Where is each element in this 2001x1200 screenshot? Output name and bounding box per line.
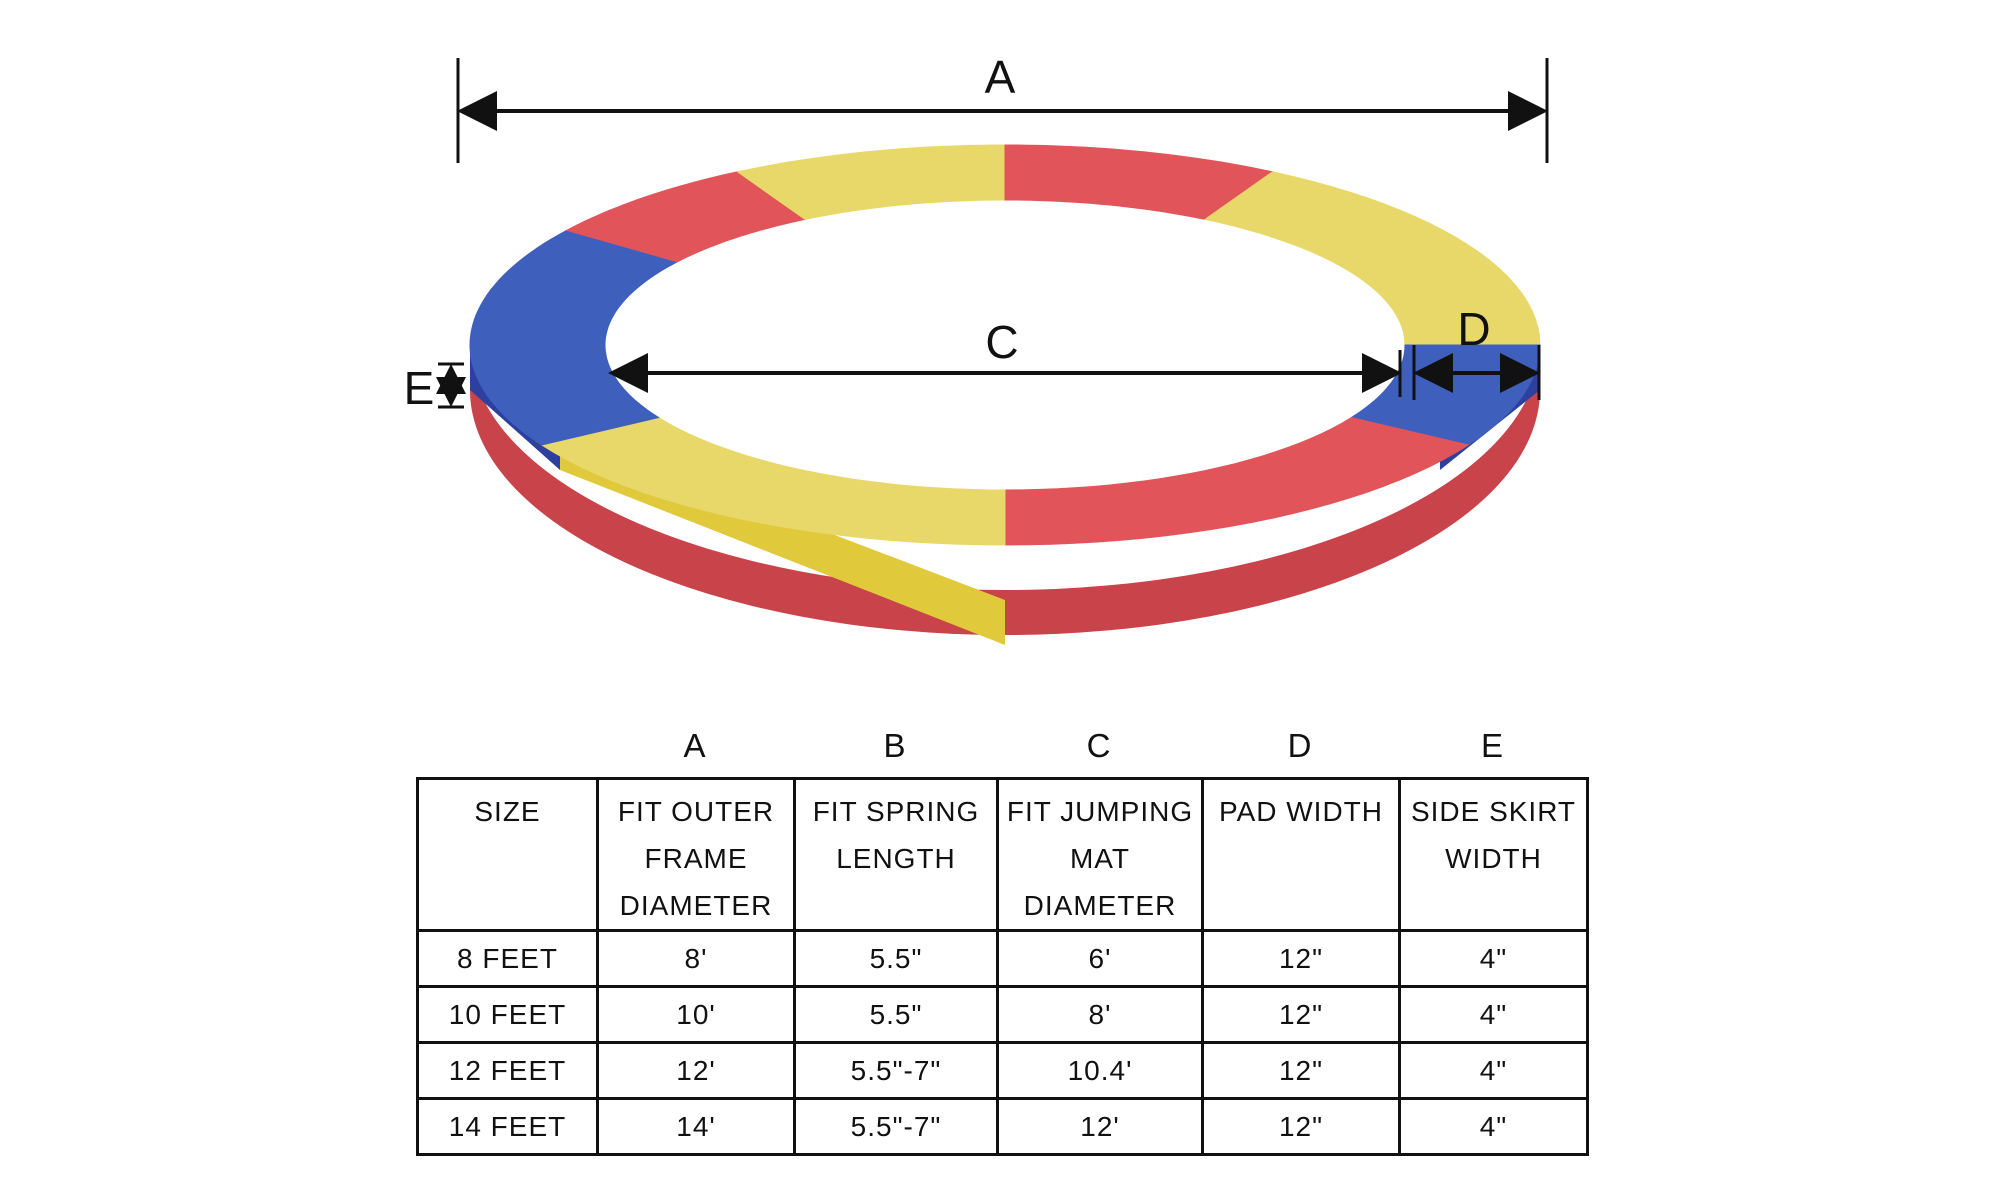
table-cell: 4" [1398, 985, 1589, 1044]
header-outer-frame-diameter: FIT OUTER FRAME DIAMETER [596, 777, 796, 932]
table-cell: 4" [1398, 1041, 1589, 1100]
table-cell: 10' [596, 985, 796, 1044]
size-table: SIZE FIT OUTER FRAME DIAMETER FIT SPRING… [416, 777, 1589, 1156]
table-cell: 12' [596, 1041, 796, 1100]
table-cell: 14' [596, 1097, 796, 1156]
table-cell: 12 FEET [416, 1041, 599, 1100]
header-spring-length: FIT SPRING LENGTH [793, 777, 999, 932]
table-cell: 12' [996, 1097, 1204, 1156]
table-cell: 8' [996, 985, 1204, 1044]
header-pad-width: PAD WIDTH [1201, 777, 1401, 932]
dimension-a-label: A [985, 51, 1016, 103]
column-letter-d: D [1287, 727, 1312, 764]
table-cell: 14 FEET [416, 1097, 599, 1156]
column-letter-e: E [1480, 727, 1503, 764]
header-side-skirt-width: SIDE SKIRT WIDTH [1398, 777, 1589, 932]
dimension-d-label: D [1457, 303, 1490, 355]
table-cell: 5.5" [793, 929, 999, 988]
dimension-c-label: C [985, 316, 1018, 368]
table-cell: 5.5"-7" [793, 1097, 999, 1156]
table-cell: 8 FEET [416, 929, 599, 988]
column-letter-c: C [1086, 727, 1111, 764]
column-letter-a: A [683, 727, 706, 764]
table-cell: 12" [1201, 1041, 1401, 1100]
table-row: 12 FEET 12' 5.5"-7" 10.4' 12" 4" [416, 1041, 1589, 1100]
table-cell: 4" [1398, 929, 1589, 988]
table-cell: 8' [596, 929, 796, 988]
table-row: 8 FEET 8' 5.5" 6' 12" 4" [416, 929, 1589, 988]
pad-segment-blue-front-left [469, 344, 660, 446]
size-chart: A B C D E SIZE FIT OUTER FRAME DIAMETER … [416, 715, 1589, 1156]
table-cell: 12" [1201, 985, 1401, 1044]
column-letters: A B C D E [416, 715, 1586, 777]
pad-ring-side [470, 345, 1540, 635]
table-cell: 10 FEET [416, 985, 599, 1044]
dimension-a: A [456, 51, 1549, 163]
dimension-e: E [404, 362, 466, 414]
table-cell: 12" [1201, 1097, 1401, 1156]
header-row: SIZE FIT OUTER FRAME DIAMETER FIT SPRING… [416, 777, 1589, 932]
table-cell: 12" [1201, 929, 1401, 988]
header-jumping-mat-diameter: FIT JUMPING MAT DIAMETER [996, 777, 1204, 932]
table-cell: 10.4' [996, 1041, 1204, 1100]
trampoline-pad-diagram: A C D E [404, 51, 1549, 645]
table-row: 14 FEET 14' 5.5"-7" 12' 12" 4" [416, 1097, 1589, 1156]
table-cell: 4" [1398, 1097, 1589, 1156]
table-row: 10 FEET 10' 5.5" 8' 12" 4" [416, 985, 1589, 1044]
dimension-e-label: E [404, 362, 435, 414]
dimension-c: C [608, 316, 1402, 397]
table-cell: 5.5"-7" [793, 1041, 999, 1100]
dimension-d: D [1412, 303, 1541, 400]
table-cell: 6' [996, 929, 1204, 988]
column-letter-b: B [883, 727, 906, 764]
header-size: SIZE [416, 777, 599, 932]
pad-segments [469, 144, 1541, 546]
table-cell: 5.5" [793, 985, 999, 1044]
